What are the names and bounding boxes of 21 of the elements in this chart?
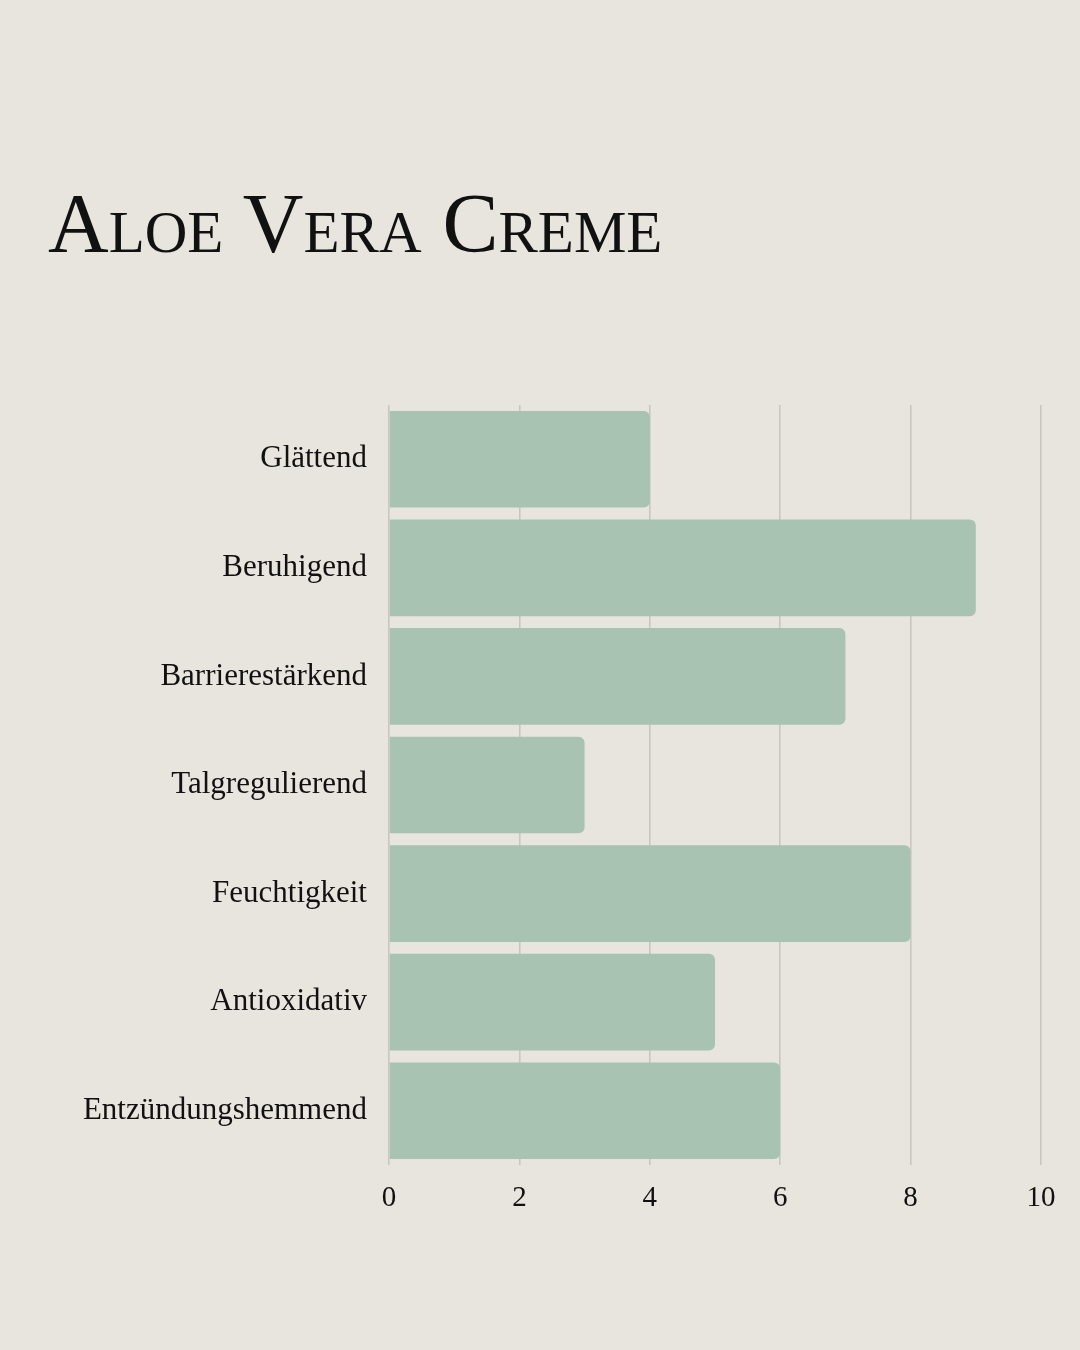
bar [389, 953, 715, 1051]
x-tick-label: 10 [1026, 1180, 1056, 1213]
y-tick-label: Talgregulierend [171, 765, 368, 801]
y-tick-label: Antioxidativ [210, 982, 368, 1018]
bar [389, 736, 585, 834]
bar [389, 628, 846, 725]
x-tick-label: 6 [772, 1180, 788, 1213]
bar [389, 519, 976, 617]
x-tick-label: 2 [512, 1180, 527, 1213]
bar [389, 845, 911, 942]
y-tick-label: Feuchtigkeit [212, 873, 368, 909]
chart-title: Aloe Vera Creme [48, 177, 663, 271]
y-tick-label: Barrierestärkend [160, 656, 368, 692]
x-tick-label: 4 [642, 1180, 658, 1213]
y-tick-label: Entzündungshemmend [82, 1090, 368, 1126]
bar [389, 410, 650, 508]
x-tick-label: 8 [903, 1180, 918, 1213]
x-tick-label: 0 [381, 1180, 397, 1213]
y-tick-label: Glättend [260, 439, 368, 475]
y-tick-label: Beruhigend [222, 548, 368, 583]
bar [389, 1062, 781, 1160]
